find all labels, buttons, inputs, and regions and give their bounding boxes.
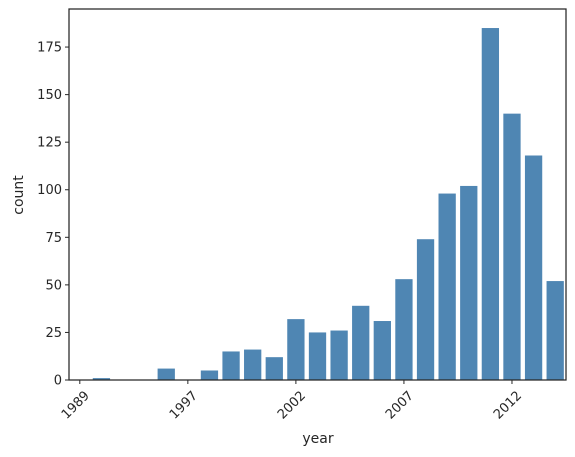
x-tick-label: 2002 (275, 388, 309, 422)
bar-2012 (503, 113, 521, 380)
bar-2005 (352, 305, 370, 380)
bar-2001 (265, 357, 283, 380)
bars-group (92, 28, 564, 381)
bar-2003 (308, 332, 327, 380)
x-tick-label: 1989 (59, 388, 93, 422)
bar-2013 (524, 155, 543, 380)
x-axis-ticks: 1989 1997 2002 2007 2012 (59, 380, 525, 422)
bar-2002 (287, 319, 305, 380)
bar-2007 (395, 279, 413, 380)
bar-1996 (157, 368, 175, 380)
y-tick-label: 125 (37, 136, 62, 151)
x-tick-label: 2007 (383, 388, 417, 422)
y-tick-label: 0 (54, 374, 62, 389)
bar-2006 (373, 321, 391, 380)
x-tick-label: 2012 (491, 388, 525, 422)
y-tick-label: 150 (37, 88, 62, 103)
bar-2011 (481, 28, 500, 381)
y-tick-label: 100 (37, 183, 62, 198)
plot-frame (68, 8, 567, 381)
y-tick-label: 175 (37, 41, 62, 56)
bar-2004 (330, 330, 348, 380)
y-tick-label: 75 (45, 231, 62, 246)
bar-1999 (222, 351, 240, 380)
y-tick-label: 50 (45, 278, 62, 293)
bar-2009 (438, 193, 456, 380)
bar-2000 (244, 349, 262, 380)
y-axis-label: count (11, 175, 27, 215)
y-axis-ticks: 0 25 50 75 100 125 150 175 (37, 41, 69, 389)
y-tick-label: 25 (45, 326, 62, 341)
bar-2014 (546, 281, 564, 380)
x-axis-label: year (302, 431, 333, 447)
bar-2010 (460, 185, 478, 380)
bar-1990 (92, 378, 111, 380)
x-tick-label: 1997 (167, 388, 201, 422)
bar-1998 (200, 370, 219, 380)
bar-2008 (416, 239, 435, 380)
